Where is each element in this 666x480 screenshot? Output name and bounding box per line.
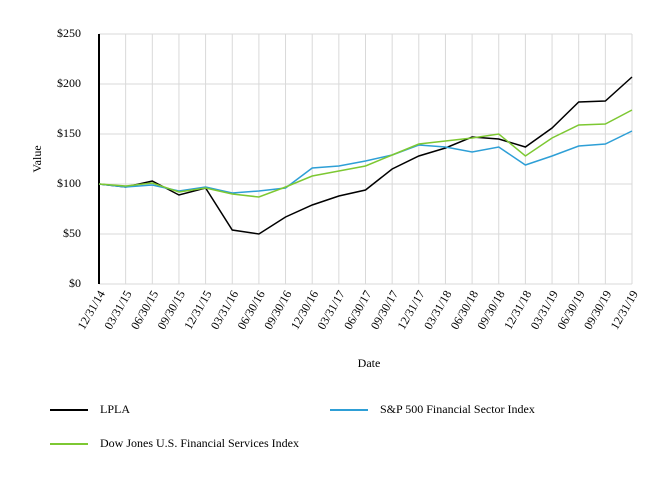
y-axis-title: Value: [30, 145, 44, 172]
y-tick-label: $0: [69, 276, 81, 290]
series-line: [98, 109, 633, 198]
x-axis-title: Date: [358, 356, 381, 370]
series-line: [98, 76, 633, 235]
legend-label: LPLA: [100, 402, 130, 416]
legend-label: Dow Jones U.S. Financial Services Index: [100, 436, 299, 450]
y-tick-label: $50: [63, 226, 81, 240]
y-tick-label: $200: [57, 76, 81, 90]
y-tick-label: $250: [57, 26, 81, 40]
y-tick-label: $150: [57, 126, 81, 140]
legend-label: S&P 500 Financial Sector Index: [380, 402, 535, 416]
series-line: [98, 130, 633, 194]
y-tick-label: $100: [57, 176, 81, 190]
